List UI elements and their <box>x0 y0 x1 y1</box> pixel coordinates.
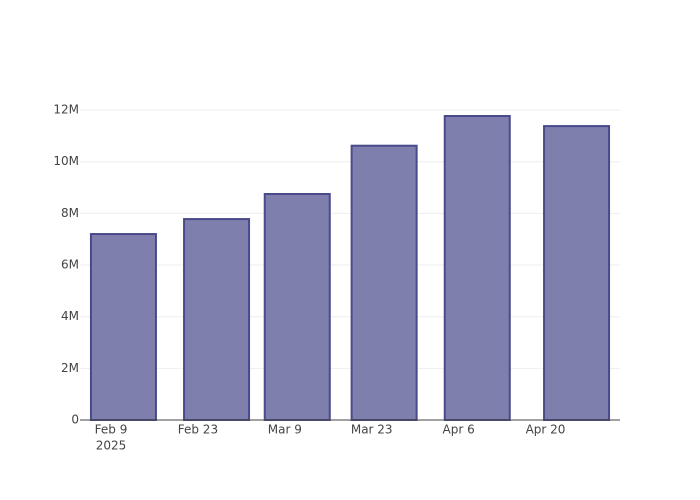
y-tick-label: 0 <box>71 413 79 427</box>
bar <box>263 193 331 421</box>
x-tick-label: Feb 23 <box>178 423 218 437</box>
x-tick-label: Mar 9 <box>268 423 302 437</box>
y-tick-label: 2M <box>61 361 79 375</box>
grid <box>80 109 620 369</box>
x-tick-label: Apr 6 <box>443 423 475 437</box>
x-tick-label: Feb 9 <box>95 423 128 437</box>
bar <box>89 233 157 421</box>
x-tick-label: Apr 20 <box>526 423 566 437</box>
y-tick-label: 4M <box>61 309 79 323</box>
bar <box>543 125 611 422</box>
x-tick-year: 2025 <box>96 439 127 453</box>
bar <box>443 115 511 422</box>
y-tick-label: 8M <box>61 206 79 220</box>
y-tick-label: 12M <box>53 103 79 117</box>
bar <box>183 218 251 421</box>
y-tick-label: 6M <box>61 258 79 272</box>
y-tick-label: 10M <box>53 154 79 168</box>
x-tick-label: Mar 23 <box>351 423 393 437</box>
bar <box>350 144 418 421</box>
